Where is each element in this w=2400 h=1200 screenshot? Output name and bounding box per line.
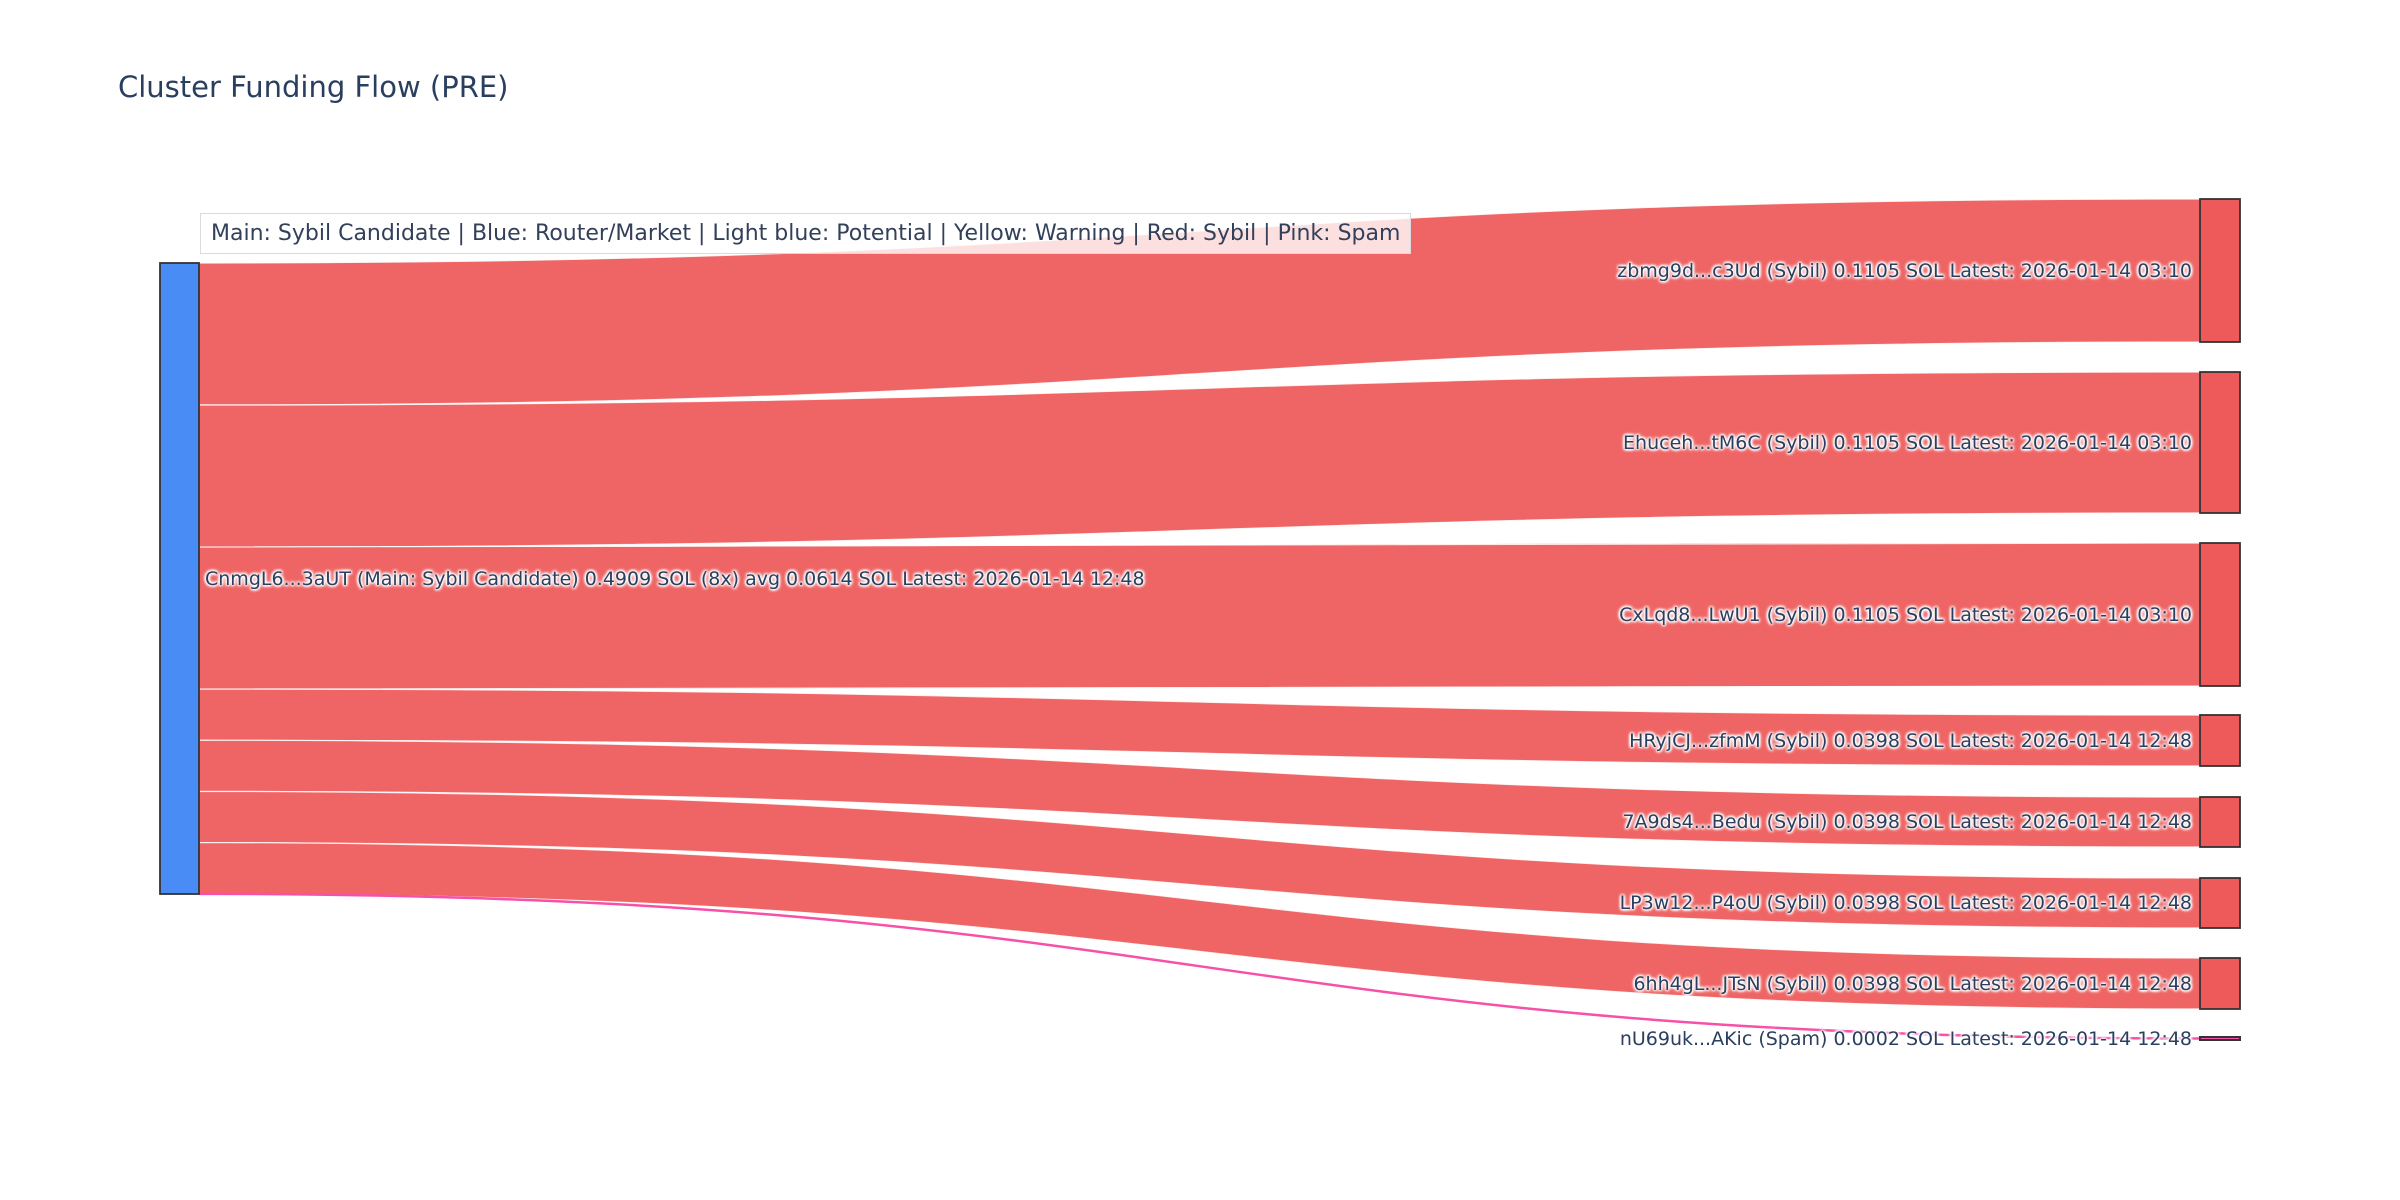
sankey-node-LP3w12...P4oU[interactable] [2199, 877, 2241, 929]
sankey-link-to-CxLqd8...LwU1[interactable] [198, 542, 2201, 690]
sankey-node-CnmgL6...3aUT[interactable] [159, 262, 200, 895]
sankey-node-CxLqd8...LwU1[interactable] [2199, 542, 2241, 687]
sankey-node-Ehuceh...tM6C[interactable] [2199, 371, 2241, 514]
sankey-node-nU69uk...AKic[interactable] [2199, 1036, 2241, 1041]
legend-annotation: Main: Sybil Candidate | Blue: Router/Mar… [200, 213, 1412, 254]
sankey-node-zbmg9d...c3Ud[interactable] [2199, 198, 2241, 343]
sankey-node-HRyjCJ...zfmM[interactable] [2199, 714, 2241, 767]
sankey-node-6hh4gL...JTsN[interactable] [2199, 957, 2241, 1010]
sankey-node-7A9ds4...Bedu[interactable] [2199, 796, 2241, 848]
chart-title: Cluster Funding Flow (PRE) [118, 70, 509, 104]
sankey-link-to-nU69uk...AKic[interactable] [198, 892, 2201, 1040]
